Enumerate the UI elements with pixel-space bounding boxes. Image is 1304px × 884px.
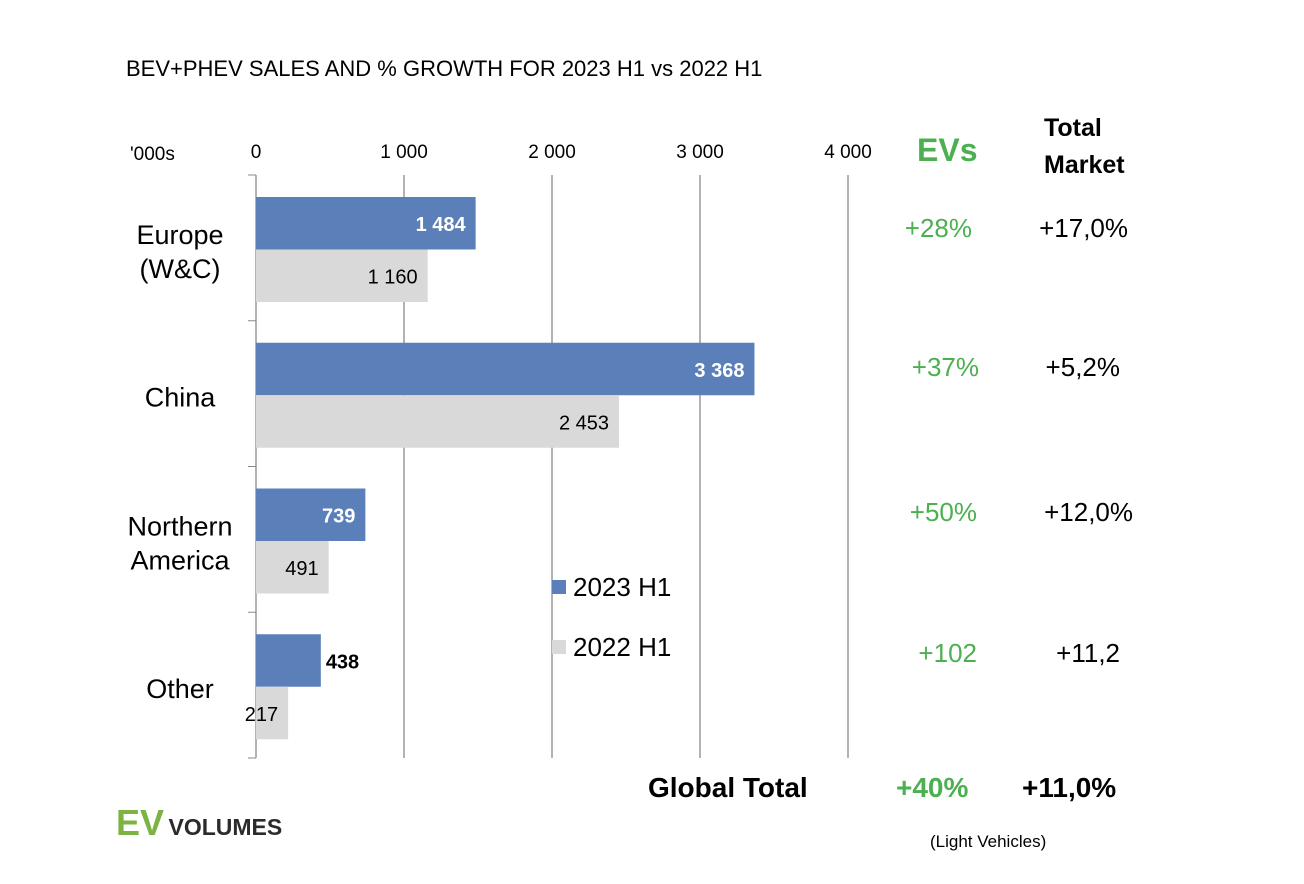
bar-2023: [256, 488, 366, 541]
bar-2022: [256, 541, 329, 594]
data-label: 438: [326, 651, 359, 673]
bar-2022: [256, 249, 428, 302]
logo-volumes: VOLUMES: [168, 814, 283, 840]
x-tick-label: 3 000: [676, 142, 724, 163]
x-tick-label: 4 000: [824, 142, 872, 163]
legend-swatch: [552, 580, 566, 594]
ev-volumes-logo: EV VOLUMES: [116, 802, 282, 844]
global-market-growth: +11,0%: [1022, 772, 1117, 803]
bar-2023: [256, 342, 755, 396]
category-label: (W&C): [140, 254, 221, 284]
chart-title: BEV+PHEV SALES AND % GROWTH FOR 2023 H1 …: [126, 56, 763, 81]
data-label: 1 160: [368, 267, 418, 289]
data-label: 217: [245, 704, 278, 726]
logo-ev: EV: [116, 802, 165, 843]
market-header-2: Market: [1044, 151, 1125, 179]
bar-2022: [256, 395, 620, 448]
ev-growth: +28%: [904, 213, 972, 243]
global-ev-growth: +40%: [896, 772, 969, 803]
data-label: 491: [285, 558, 318, 580]
market-header-1: Total: [1044, 114, 1102, 142]
market-growth: +17,0%: [1039, 213, 1128, 243]
legend-label: 2023 H1: [573, 572, 671, 602]
bar-2022: [256, 686, 289, 740]
category-label: China: [145, 383, 217, 413]
data-label: 3 368: [694, 360, 744, 382]
category-label: Europe: [136, 220, 223, 250]
footnote: (Light Vehicles): [930, 832, 1047, 851]
legend-swatch: [552, 640, 566, 654]
legend-label: 2022 H1: [573, 632, 671, 662]
bar-2023: [256, 634, 321, 687]
ev-header: EVs: [917, 132, 978, 168]
bar-2023: [256, 197, 476, 250]
global-total-label: Global Total: [648, 772, 808, 803]
market-growth: +12,0%: [1044, 497, 1133, 527]
category-label: America: [130, 545, 230, 575]
data-label: 2 453: [559, 412, 609, 434]
category-label: Northern: [127, 511, 232, 541]
market-growth: +11,2: [1056, 638, 1120, 668]
data-label: 739: [322, 506, 355, 528]
data-label: 1 484: [416, 214, 467, 236]
unit-label: '000s: [130, 144, 175, 165]
ev-growth: +102: [918, 638, 977, 668]
category-label: Other: [146, 674, 214, 704]
x-tick-label: 1 000: [380, 142, 428, 163]
ev-growth: +37%: [911, 352, 979, 382]
x-tick-label: 0: [251, 142, 262, 163]
market-growth: +5,2%: [1045, 352, 1120, 382]
x-tick-label: 2 000: [528, 142, 576, 163]
ev-growth: +50%: [909, 497, 977, 527]
